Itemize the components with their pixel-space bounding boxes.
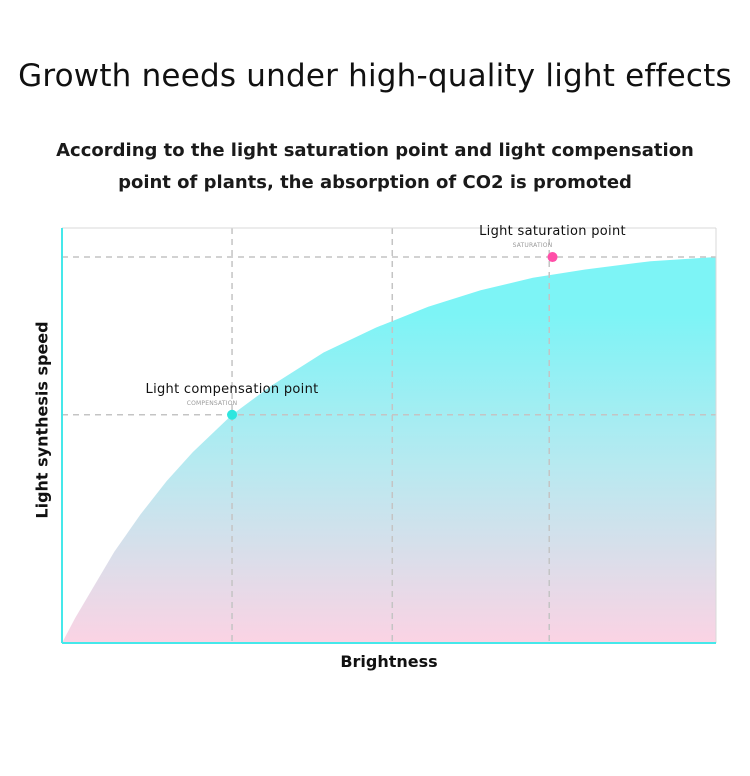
compensation-label: Light compensation point <box>146 382 319 397</box>
saturation-label: Light saturation point <box>479 224 626 239</box>
x-axis-label: Brightness <box>340 652 438 671</box>
y-axis-label: Light synthesis speed <box>32 321 52 519</box>
subtitle-line-2: point of plants, the absorption of CO2 i… <box>118 172 632 193</box>
axis-layer <box>61 227 717 644</box>
compensation-sublabel: COMPENSATION <box>187 400 238 407</box>
area-fill <box>62 257 716 643</box>
point-layer: Light compensation point COMPENSATION Ligh… <box>146 224 626 420</box>
compensation-point <box>227 409 238 420</box>
saturation-point <box>547 252 558 263</box>
page-subtitle: According to the light saturation point … <box>50 135 700 199</box>
saturation-sublabel: SATURATION <box>513 242 553 249</box>
subtitle-line-1: According to the light saturation point … <box>56 140 694 161</box>
area-layer <box>62 257 716 643</box>
page-title: Growth needs under high-quality light ef… <box>18 58 732 94</box>
grid-layer <box>62 228 716 643</box>
